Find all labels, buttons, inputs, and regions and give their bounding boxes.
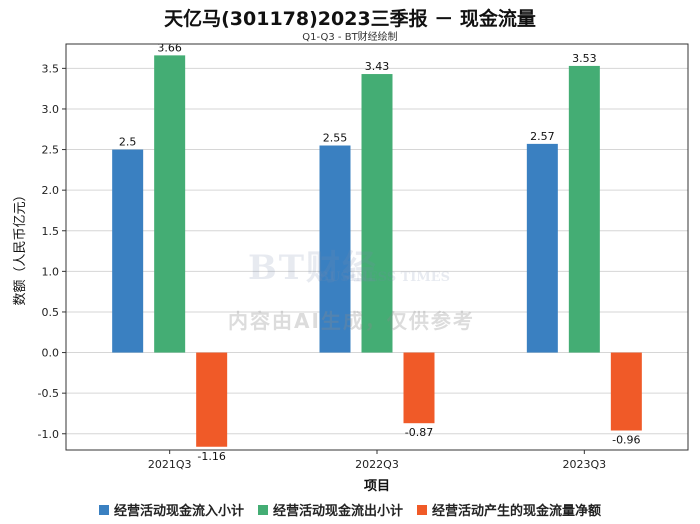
y-tick-label: 2.0	[42, 184, 60, 197]
watermark-notice: 内容由AI生成，仅供参考	[228, 309, 475, 333]
bar	[610, 352, 642, 431]
chart-subtitle: Q1-Q3 - BT财经绘制	[302, 32, 398, 43]
y-tick-label: -1.0	[38, 428, 59, 441]
y-tick-label: 3.5	[42, 62, 60, 75]
legend-item-net: 经营活动产生的现金流量净额	[417, 500, 601, 519]
bars: 2.5 3.66 -1.16 2.55 3.43 -0.87 2.57 3.53 -0.96	[112, 41, 642, 463]
bar	[361, 74, 393, 353]
legend-label: 经营活动现金流入小计	[113, 504, 244, 519]
data-label: -0.87	[405, 426, 433, 439]
bar	[154, 55, 186, 353]
y-axis-label: 数额（人民币亿元）	[13, 188, 28, 305]
y-tick-label: 3.0	[42, 103, 60, 116]
bar	[196, 352, 228, 447]
data-label: 3.43	[365, 60, 390, 73]
bar	[112, 149, 144, 353]
bar	[403, 352, 435, 424]
y-tick-label: 1.0	[42, 265, 60, 278]
data-label: 2.57	[530, 130, 555, 143]
legend-swatch	[257, 504, 268, 515]
x-ticks: 2021Q3 2022Q3 2023Q3	[148, 450, 606, 471]
y-tick-label: 2.5	[42, 144, 60, 157]
bar	[568, 65, 600, 353]
watermark-brand: BT财经	[248, 248, 379, 288]
legend-item-outflow: 经营活动现金流出小计	[257, 500, 403, 519]
legend-item-inflow: 经营活动现金流入小计	[98, 500, 244, 519]
x-tick-label: 2022Q3	[355, 458, 399, 471]
data-label: -1.16	[197, 450, 225, 463]
legend-label: 经营活动产生的现金流量净额	[432, 504, 602, 519]
data-label: 3.66	[157, 41, 182, 54]
y-tick-label: 0.0	[42, 347, 60, 360]
watermark-brand-en: BUSINESS TIMES	[318, 270, 451, 285]
y-ticks: -1.0 -0.5 0.0 0.5 1.0 1.5 2.0 2.5 3.0 3.5	[38, 62, 66, 441]
data-label: 2.5	[119, 136, 137, 149]
legend: 经营活动现金流入小计 经营活动现金流出小计 经营活动产生的现金流量净额	[0, 500, 700, 519]
legend-swatch	[417, 504, 427, 515]
y-tick-label: 0.5	[42, 306, 60, 319]
y-tick-label: -0.5	[38, 387, 59, 400]
data-label: -0.96	[612, 434, 640, 447]
legend-label: 经营活动现金流出小计	[272, 504, 403, 519]
data-label: 2.55	[323, 132, 348, 145]
chart-title: 天亿马(301178)2023三季报 － 现金流量	[164, 8, 536, 30]
bar	[319, 145, 351, 353]
legend-swatch	[98, 504, 109, 515]
chart-canvas: 2.5 3.66 -1.16 2.55 3.43 -0.87 2.57 3.53 -0.96 -…	[13, 41, 689, 494]
x-tick-label: 2023Q3	[563, 458, 607, 471]
y-tick-label: 1.5	[42, 225, 60, 238]
bar	[526, 143, 558, 353]
data-label: 3.53	[572, 52, 597, 65]
x-axis-label: 项目	[364, 479, 390, 494]
x-tick-label: 2021Q3	[148, 458, 192, 471]
plot-frame	[65, 43, 689, 451]
